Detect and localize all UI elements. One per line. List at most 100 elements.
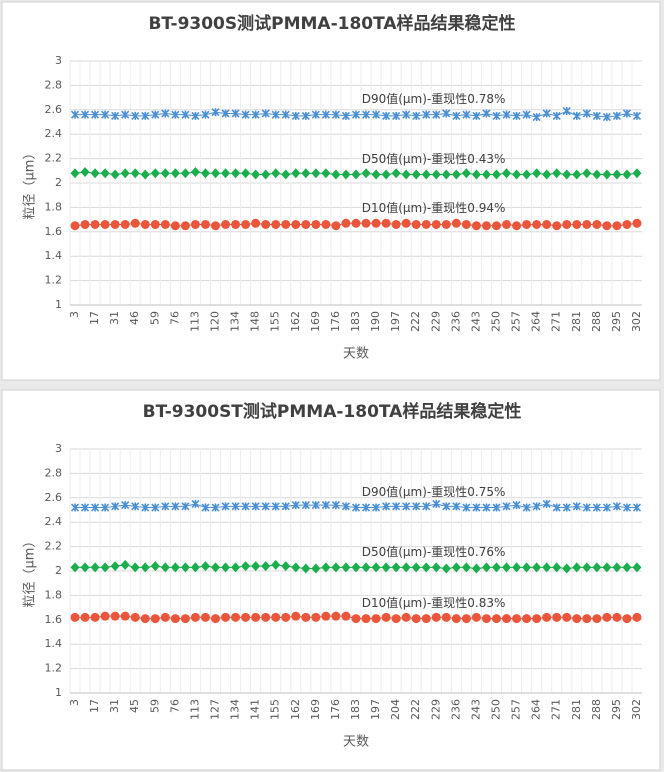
marker	[211, 108, 220, 117]
marker	[632, 562, 642, 573]
marker	[622, 614, 632, 624]
x-tick-label: 127	[209, 699, 222, 720]
marker	[231, 219, 241, 229]
marker	[612, 562, 622, 573]
marker	[100, 219, 110, 229]
marker	[391, 562, 401, 573]
marker	[421, 169, 431, 180]
marker	[411, 562, 421, 573]
marker	[151, 110, 160, 119]
marker	[542, 169, 552, 180]
marker	[552, 168, 562, 179]
marker	[381, 218, 391, 228]
y-axis-label: 粒径（μm）	[23, 535, 38, 608]
marker	[231, 612, 241, 622]
marker	[141, 111, 150, 120]
marker	[91, 503, 100, 512]
marker	[241, 561, 251, 572]
x-tick-label: 76	[168, 699, 181, 713]
marker	[211, 562, 221, 573]
x-tick-label: 46	[128, 311, 141, 325]
marker	[562, 612, 572, 622]
marker	[401, 562, 411, 573]
x-tick-label: 169	[309, 699, 322, 720]
x-tick-label: 288	[590, 699, 603, 720]
marker	[461, 614, 471, 624]
marker	[491, 614, 501, 624]
marker	[80, 219, 90, 229]
marker	[120, 611, 130, 621]
marker	[582, 562, 592, 573]
marker	[281, 219, 291, 229]
marker	[331, 562, 341, 573]
marker	[361, 168, 371, 179]
marker	[321, 562, 331, 573]
marker	[612, 502, 621, 511]
marker	[281, 169, 291, 180]
marker	[552, 221, 562, 231]
x-tick-label: 302	[630, 699, 643, 720]
marker	[351, 218, 361, 228]
marker	[251, 110, 260, 119]
marker	[632, 503, 642, 512]
marker	[221, 219, 231, 229]
x-tick-label: 257	[510, 311, 523, 332]
x-tick-label: 302	[630, 311, 643, 332]
marker	[120, 168, 130, 179]
marker	[291, 501, 300, 510]
marker	[291, 562, 301, 573]
marker	[180, 614, 190, 624]
marker	[281, 110, 290, 119]
marker	[522, 169, 532, 180]
marker	[111, 502, 120, 511]
marker	[592, 111, 601, 120]
chart-title: BT-9300ST测试PMMA-180TA样品结果稳定性	[143, 401, 522, 422]
marker	[502, 614, 512, 624]
marker	[381, 169, 391, 180]
x-tick-label: 236	[449, 699, 462, 720]
marker	[512, 111, 521, 120]
marker	[70, 110, 80, 119]
marker	[632, 218, 642, 228]
marker	[231, 562, 241, 573]
marker	[392, 502, 401, 511]
marker	[231, 168, 241, 179]
marker	[341, 502, 351, 511]
x-tick-label: 222	[409, 699, 422, 720]
marker	[612, 612, 622, 622]
marker	[471, 612, 481, 622]
marker	[391, 614, 401, 624]
marker	[80, 167, 90, 178]
marker	[572, 562, 582, 573]
marker	[371, 169, 381, 180]
marker	[542, 219, 552, 229]
marker	[542, 109, 551, 118]
marker	[140, 562, 150, 573]
x-tick-label: 76	[168, 311, 181, 325]
y-tick-label: 1.8	[45, 200, 63, 213]
marker	[562, 503, 571, 512]
marker	[211, 503, 220, 512]
x-tick-label: 45	[128, 699, 141, 713]
marker	[361, 110, 371, 119]
x-tick-label: 59	[148, 311, 161, 325]
marker	[211, 614, 221, 624]
x-tick-label: 222	[409, 311, 422, 332]
marker	[100, 168, 110, 179]
x-tick-label: 243	[469, 311, 482, 332]
y-tick-label: 2.8	[45, 466, 63, 479]
marker	[80, 110, 90, 119]
marker	[251, 218, 261, 228]
marker	[622, 169, 632, 180]
marker	[432, 110, 441, 119]
marker	[522, 219, 532, 229]
marker	[171, 502, 180, 511]
marker	[471, 169, 481, 180]
marker	[271, 559, 281, 570]
marker	[181, 502, 190, 511]
marker	[582, 614, 592, 624]
x-tick-label: 141	[249, 699, 262, 720]
marker	[411, 614, 421, 624]
marker	[301, 612, 311, 622]
